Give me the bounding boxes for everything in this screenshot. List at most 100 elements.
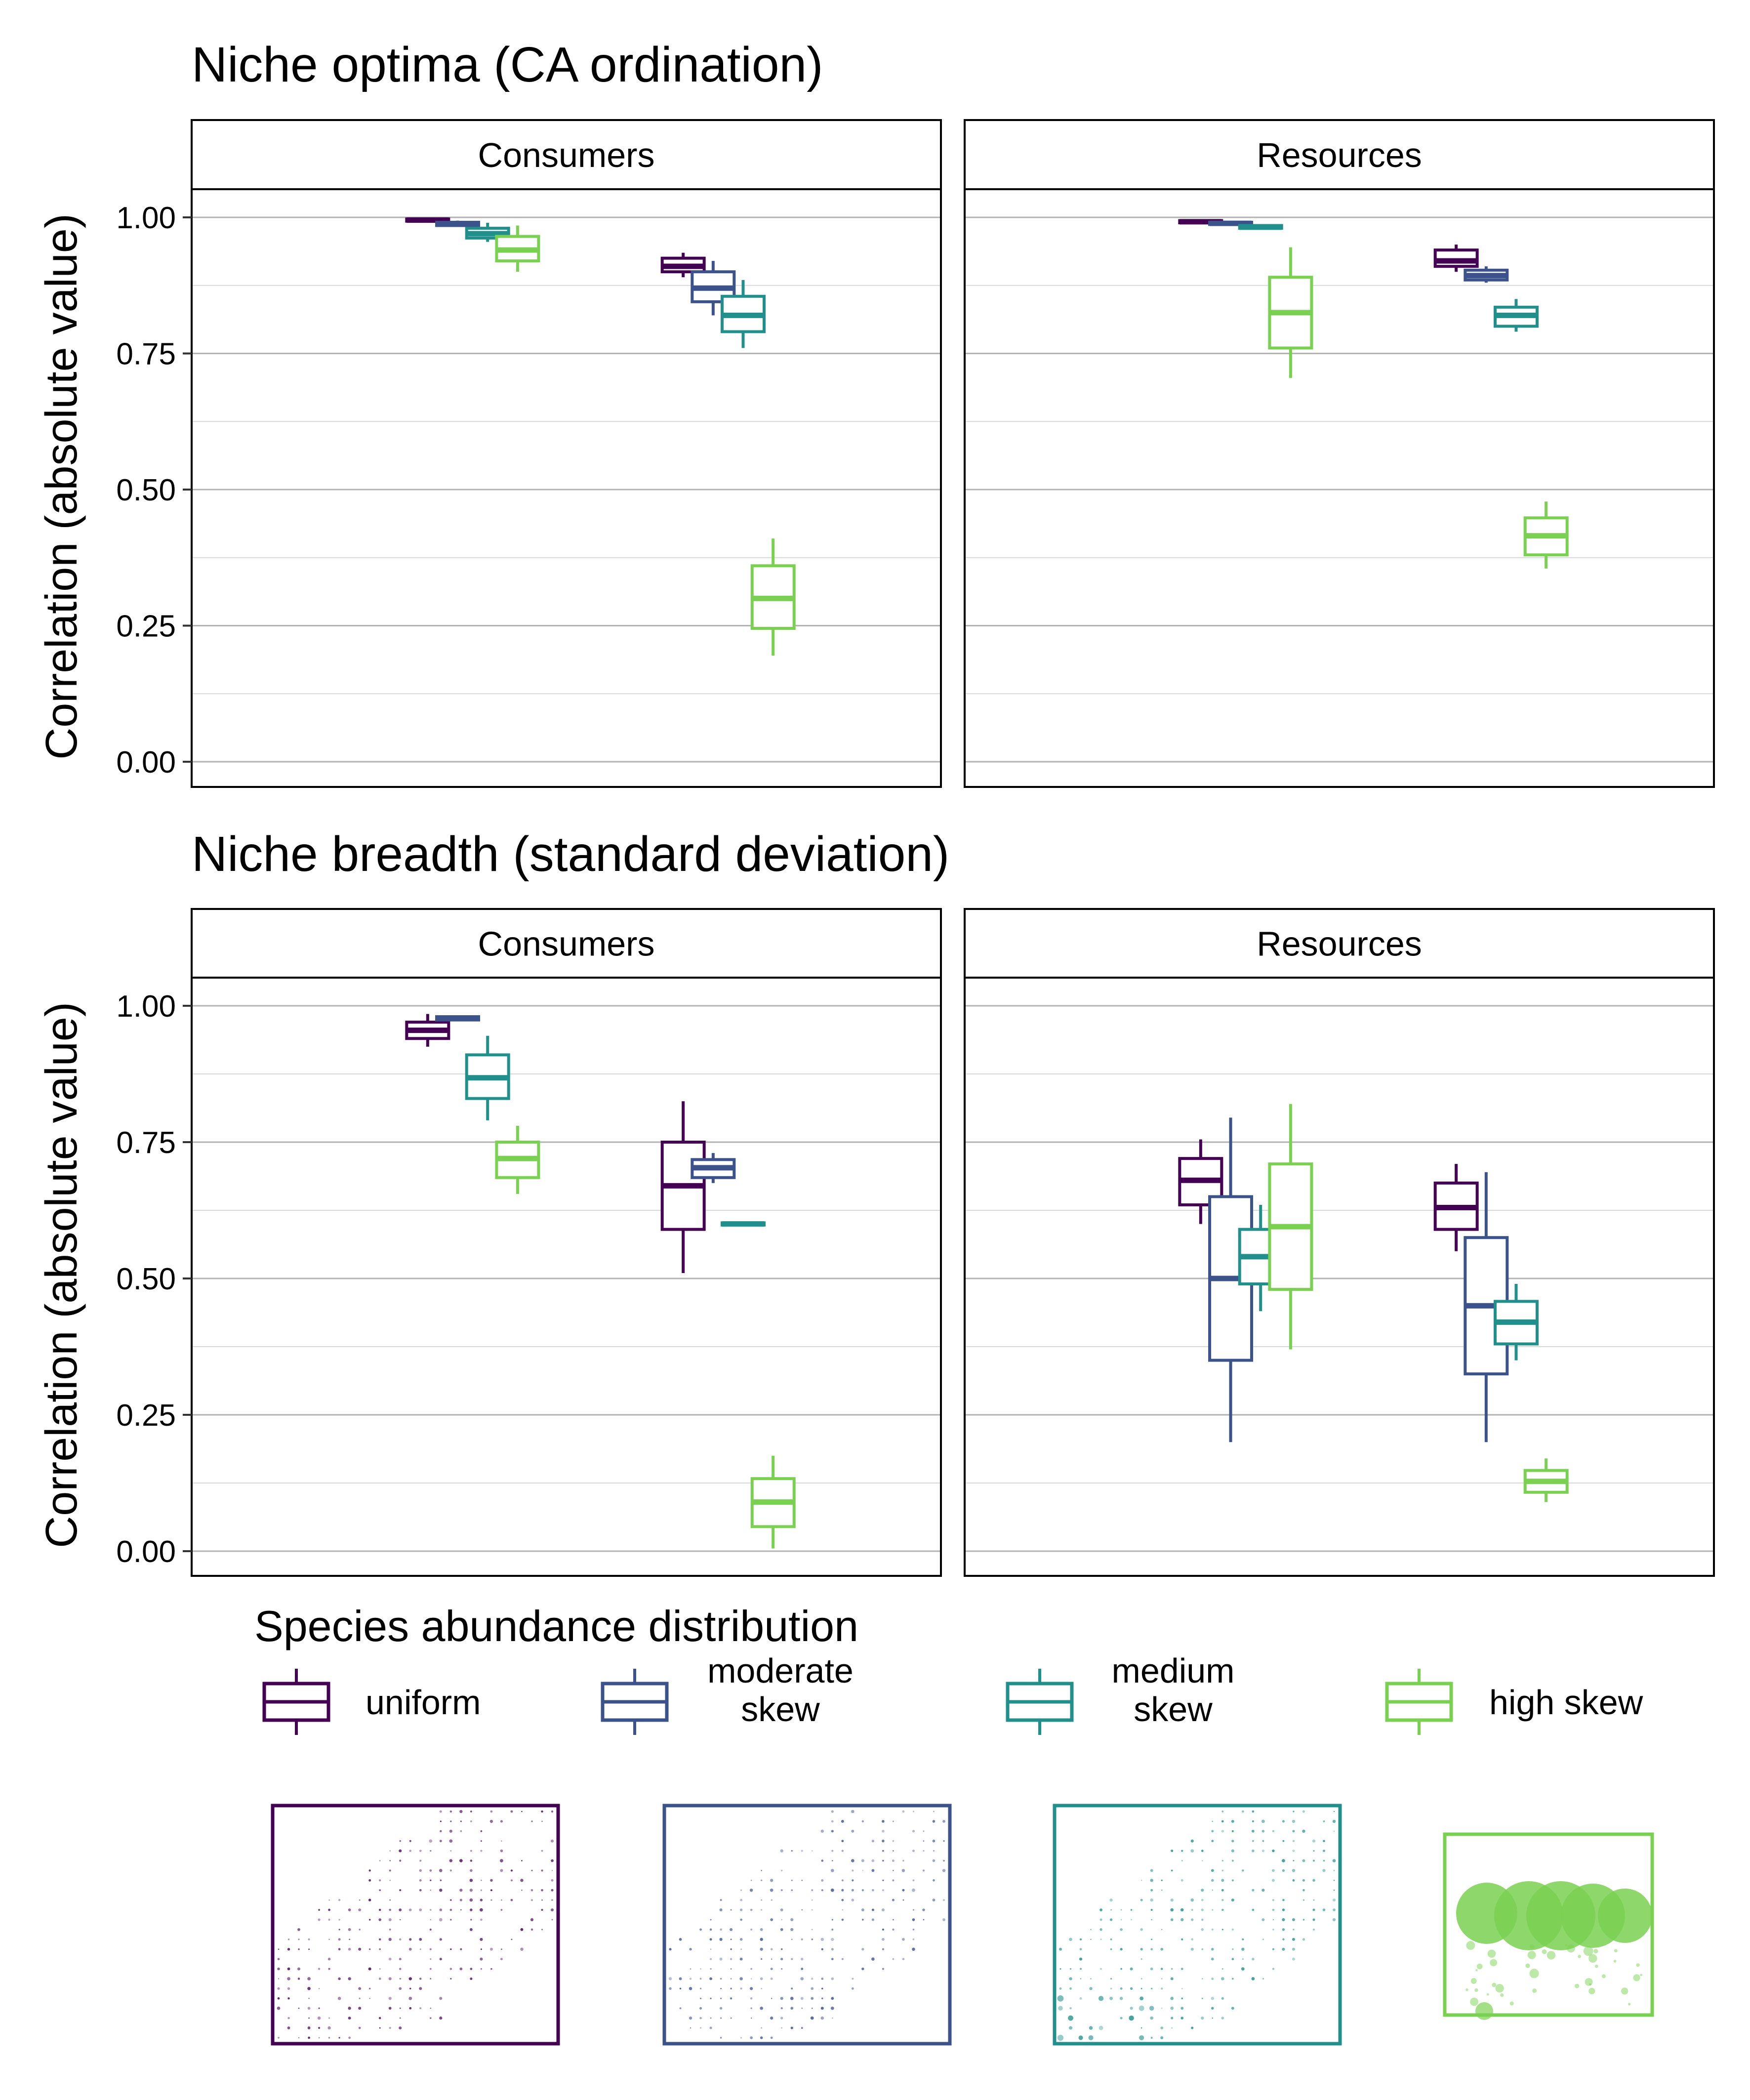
matrix-dot	[1312, 1839, 1316, 1843]
matrix-dot	[429, 1839, 433, 1843]
matrix-dot	[389, 1929, 391, 1931]
matrix-dot	[308, 1998, 310, 1999]
matrix-dot	[760, 1977, 763, 1980]
matrix-dot	[1201, 1908, 1204, 1911]
matrix-dot	[811, 1977, 814, 1980]
legend-item-uniform: uniform	[262, 1669, 481, 1735]
y-tick-label: 1.00	[116, 989, 176, 1024]
matrix-dot	[379, 1889, 381, 1892]
matrix-dot	[1150, 1869, 1153, 1872]
strip-label: Consumers	[478, 136, 655, 174]
matrix-dot	[1110, 1977, 1112, 1980]
matrix-dot	[1211, 1830, 1214, 1833]
matrix-dot	[449, 1968, 452, 1970]
matrix-dot	[430, 2017, 432, 2019]
matrix-dot	[1069, 1968, 1072, 1970]
matrix-dot	[851, 1987, 854, 1990]
matrix-dot	[851, 1829, 855, 1833]
matrix-dot	[719, 1908, 723, 1912]
matrix-dot	[1312, 1908, 1315, 1911]
matrix-dot	[1475, 2002, 1493, 2020]
matrix-dot	[761, 2027, 763, 2029]
matrix-dot	[1293, 1929, 1295, 1931]
matrix-dot	[1160, 1987, 1163, 1990]
matrix-dot	[1252, 1820, 1254, 1822]
matrix-dot	[932, 1820, 936, 1823]
matrix-dot	[790, 1996, 794, 2000]
matrix-dot	[409, 1938, 412, 1941]
matrix-dot	[831, 1928, 834, 1931]
matrix-dot	[328, 2037, 330, 2039]
matrix-dot	[923, 1840, 925, 1842]
matrix-dot	[379, 1948, 381, 1950]
matrix-dot	[1078, 2035, 1083, 2040]
matrix-dot	[841, 1840, 844, 1843]
matrix-dot	[901, 1869, 905, 1872]
matrix-dot	[892, 1898, 895, 1901]
matrix-dot	[530, 1918, 534, 1922]
matrix-dot	[1221, 1899, 1224, 1901]
matrix-dot	[689, 1948, 692, 1951]
matrix-dot	[287, 1938, 290, 1940]
matrix-dot	[1575, 1983, 1580, 1988]
panel-consumers: Consumers 0.00 0.25 0.50 0.75 1.00	[116, 908, 942, 1577]
matrix-dot	[892, 1879, 895, 1882]
matrix-dot	[349, 1938, 351, 1940]
matrix-dot	[801, 2027, 803, 2029]
matrix-dot	[830, 2006, 834, 2010]
matrix-dot	[1231, 1859, 1234, 1862]
matrix-dot	[1181, 1988, 1183, 1989]
matrix-dot	[709, 1977, 712, 1980]
box-high-skew	[1523, 1458, 1569, 1502]
matrix-dot	[791, 1889, 793, 1892]
matrix-dot	[379, 1879, 381, 1882]
panel-background	[192, 189, 941, 787]
matrix-dot	[1302, 1859, 1305, 1862]
matrix-dot	[1221, 1929, 1223, 1931]
matrix-dot	[551, 1859, 554, 1862]
matrix-dot	[679, 1977, 682, 1980]
matrix-dot	[389, 1850, 391, 1852]
matrix-dot	[760, 1928, 763, 1931]
matrix-dot	[439, 1918, 443, 1922]
matrix-dot	[1232, 1948, 1234, 1950]
matrix-dot	[1090, 1978, 1092, 1979]
matrix-dot	[551, 1879, 554, 1882]
matrix-dot	[541, 1909, 543, 1911]
panel-background	[965, 978, 1714, 1576]
matrix-dot	[308, 1948, 310, 1950]
matrix-dot	[1098, 1996, 1104, 2001]
matrix-dot	[1302, 1919, 1305, 1921]
matrix-dot	[369, 1998, 370, 1999]
matrix-dot	[750, 1968, 752, 1970]
y-axis-label-niche-breadth: Correlation (absolute value)	[37, 1002, 86, 1548]
matrix-dot	[811, 1889, 814, 1892]
matrix-dot	[1282, 1908, 1285, 1911]
matrix-dot	[1221, 1889, 1224, 1892]
matrix-dot	[1211, 1977, 1214, 1980]
matrix-dot	[1190, 1839, 1194, 1843]
matrix-dot	[419, 1869, 422, 1872]
matrix-dot	[831, 2017, 833, 2019]
matrix-dot	[530, 1928, 533, 1931]
matrix-dot	[801, 1938, 803, 1941]
matrix-dot	[459, 1810, 463, 1813]
matrix-dot	[1487, 1949, 1496, 1958]
matrix-dot	[1161, 1890, 1163, 1891]
matrix-dot	[1150, 2037, 1153, 2039]
matrix-dot	[923, 1919, 925, 1921]
matrix-dot	[358, 2007, 362, 2010]
matrix-dot	[480, 1908, 483, 1912]
matrix-dot	[470, 1908, 473, 1911]
matrix-dot	[1567, 1944, 1575, 1953]
panel-consumers: Consumers 0.00 0.25 0.50 0.75 1.00	[116, 119, 942, 788]
matrix-dot	[760, 2036, 763, 2039]
matrix-dot	[719, 1937, 723, 1941]
matrix-dot	[480, 1889, 483, 1892]
matrix-dot	[368, 1919, 371, 1921]
matrix-dot	[368, 1967, 371, 1971]
matrix-dot	[699, 1987, 702, 1990]
matrix-dot	[439, 1810, 442, 1813]
matrix-dot	[740, 1948, 742, 1950]
box-group	[1433, 1164, 1569, 1502]
